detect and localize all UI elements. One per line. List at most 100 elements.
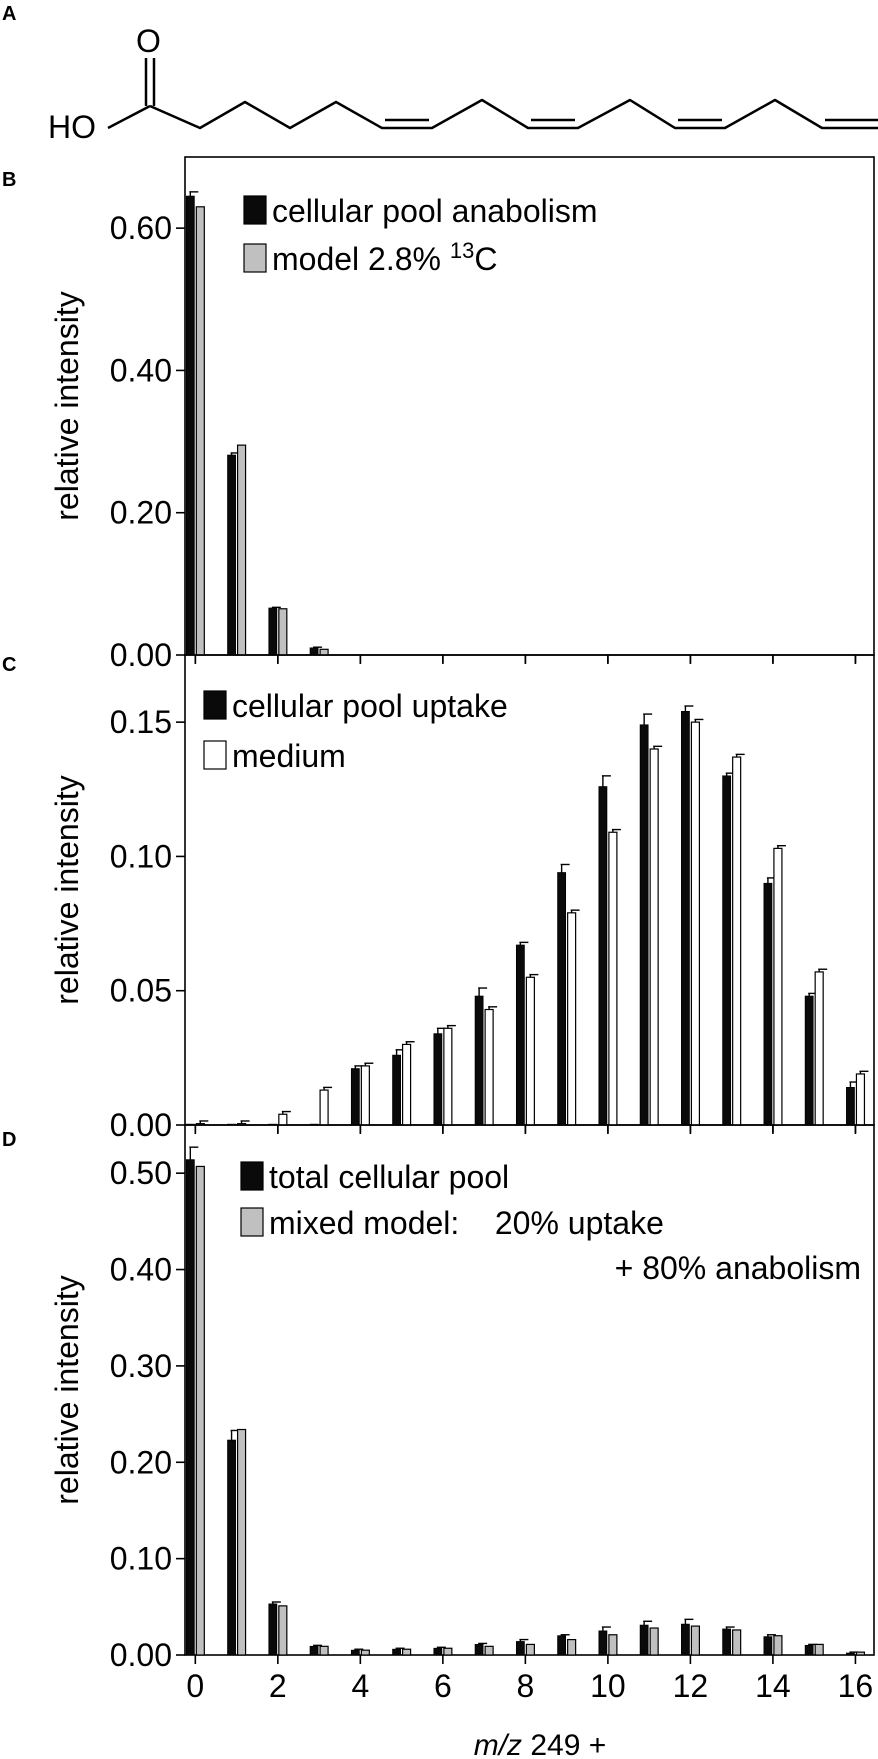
x-tick-label: 12 [673,1668,709,1704]
bar-series-2 [690,1625,701,1656]
bar-series-1 [681,711,690,1126]
bar-series-1 [433,1647,443,1656]
legend-swatch-series-2 [240,1207,264,1237]
legend-swatch-series-1 [240,1161,264,1191]
bar-series-1 [392,1054,402,1126]
bar-series-1 [557,1635,567,1656]
bar-series-2 [484,1645,494,1656]
bar-series-2 [278,1605,288,1656]
bar-series-2 [195,1165,205,1656]
y-axis-label: relative intensity [49,291,85,520]
chart-panel-d: 0.00 0.10 0.20 0.30 0.40 0.50 relative intensi… [49,1124,875,1704]
bar-series-2 [402,1043,412,1126]
bar-series-1 [309,647,319,656]
bar-series-2 [195,206,205,656]
bar-series-1 [763,1636,773,1656]
bar-series-2 [360,1065,370,1126]
legend-label-series-2: mixed model: 20% uptake [269,1205,664,1241]
legend-label-series-1: cellular pool anabolism [272,193,598,229]
legend-label-series-2-main: mixed model: 20% uptake [269,1205,664,1241]
legend-label-series-1: total cellular pool [269,1159,509,1195]
bar-series-2 [236,444,247,656]
bar-series-1 [598,786,608,1126]
x-tick-label: 2 [269,1668,287,1704]
legend-label-series-2: medium [232,738,346,774]
y-axis-label: relative intensity [49,1275,85,1504]
y-tick-label: 0.50 [110,1155,172,1191]
bar-series-1 [515,1641,525,1656]
y-tick-label: 0.10 [110,1541,172,1577]
bar-series-1 [598,1630,608,1656]
bar-series-2 [567,1638,577,1656]
bar-series-2 [608,831,618,1126]
legend-label-superscript: 13 [450,238,474,263]
bar-series-1 [557,872,567,1126]
bar-series-1 [309,1645,319,1656]
y-tick-label: 0.20 [110,495,172,531]
legend-label-series-2-line2: + 80% anabolism [615,1250,861,1286]
y-tick-label: 0.05 [110,973,172,1009]
bar-series-1 [846,1087,855,1126]
bar-series-1 [185,1159,195,1656]
y-tick-label: 0.30 [110,1348,172,1384]
bar-series-1 [392,1648,402,1656]
panel-label-d: D [2,1129,16,1151]
bar-series-1 [227,1439,236,1656]
bar-series-2 [732,756,742,1126]
hydroxyl-group: HO [48,109,96,145]
chart-panel-c: 0.00 0.05 0.10 0.15 relative intensity cellul… [49,654,875,1143]
x-tick-label: 8 [516,1668,534,1704]
bar-series-2 [649,748,659,1126]
legend-swatch-series-1 [243,195,267,225]
bar-series-2 [855,1651,866,1656]
bar-series-2 [443,1647,453,1656]
x-tick-label: 16 [838,1668,874,1704]
bar-series-1 [227,454,236,656]
bar-series-1 [515,944,525,1126]
x-tick-label: 10 [590,1668,626,1704]
bar-series-1 [185,195,195,656]
panel-label-c: C [2,654,16,676]
x-axis-label: m/z 249 + [474,1729,607,1759]
bar-series-2 [402,1648,412,1656]
bar-series-2 [278,1113,288,1126]
bar-series-2 [360,1649,370,1656]
bar-series-2 [319,1089,329,1126]
y-tick-label: 0.00 [110,1107,172,1143]
bar-series-1 [268,1603,278,1656]
bar-series-2 [319,1645,329,1656]
y-tick-label: 0.15 [110,704,172,740]
x-axis-label-rest: 249 + [522,1729,606,1759]
carbonyl-oxygen: O [136,23,161,59]
bar-series-2 [814,1643,824,1656]
hydroxyl-bond [107,104,151,130]
bar-series-2 [773,847,783,1126]
bar-series-2 [608,1634,618,1656]
bar-series-1 [639,724,649,1126]
bar-series-1 [474,1644,484,1656]
y-tick-label: 0.00 [110,637,172,673]
bar-series-1 [350,1649,360,1656]
bar-series-2 [319,648,329,656]
y-tick-label: 0.20 [110,1444,172,1480]
bar-series-1 [268,607,278,656]
bar-series-2 [525,976,535,1126]
bar-series-2 [732,1629,742,1656]
bar-series-2 [567,912,577,1126]
bar-series-2 [814,971,824,1126]
x-tick-label: 14 [755,1668,791,1704]
panel-label-b: B [2,169,16,191]
bar-series-2 [690,721,701,1126]
bar-series-2 [443,1027,453,1126]
y-axis-label: relative intensity [49,775,85,1004]
fatty-acid-structure [107,58,878,130]
bar-series-2 [236,1428,247,1656]
plot-frame [184,156,875,656]
bar-series-1 [474,995,484,1126]
legend-label-tail: C [474,241,497,277]
legend-swatch-series-1 [203,690,227,720]
carbon-chain [149,98,878,130]
bar-series-2 [484,1008,494,1126]
legend-swatch-series-2 [243,243,267,273]
bar-series-1 [639,1624,649,1656]
